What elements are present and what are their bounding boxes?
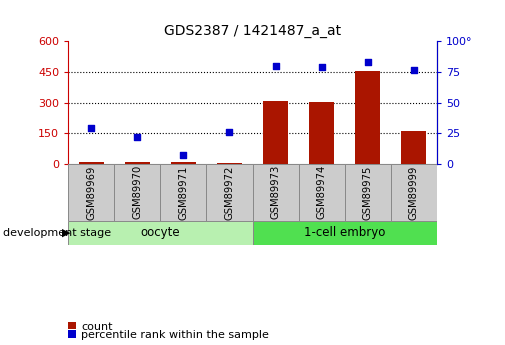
FancyBboxPatch shape	[252, 221, 437, 245]
Text: oocyte: oocyte	[140, 226, 180, 239]
Point	[133, 134, 141, 140]
Text: GSM89975: GSM89975	[363, 165, 373, 219]
FancyBboxPatch shape	[345, 164, 391, 221]
FancyBboxPatch shape	[207, 164, 252, 221]
Text: GSM89999: GSM89999	[409, 165, 419, 219]
Text: GSM89969: GSM89969	[86, 165, 96, 219]
Bar	[217, 163, 242, 164]
Bar	[263, 101, 288, 164]
Point	[410, 67, 418, 72]
FancyBboxPatch shape	[298, 164, 345, 221]
FancyBboxPatch shape	[114, 164, 161, 221]
Text: ▶: ▶	[62, 228, 70, 238]
Point	[272, 63, 280, 69]
Bar	[401, 131, 426, 164]
Bar	[355, 71, 380, 164]
Text: count: count	[81, 322, 113, 332]
FancyBboxPatch shape	[252, 164, 298, 221]
Text: GSM89974: GSM89974	[317, 165, 327, 219]
Text: 1-cell embryo: 1-cell embryo	[304, 226, 385, 239]
FancyBboxPatch shape	[391, 164, 437, 221]
Text: GSM89971: GSM89971	[178, 165, 188, 219]
Point	[87, 126, 95, 131]
Bar	[79, 162, 104, 164]
Point	[318, 65, 326, 70]
Text: percentile rank within the sample: percentile rank within the sample	[81, 331, 269, 340]
Text: development stage: development stage	[3, 228, 111, 238]
Title: GDS2387 / 1421487_a_at: GDS2387 / 1421487_a_at	[164, 23, 341, 38]
Text: GSM89973: GSM89973	[271, 165, 281, 219]
Text: GSM89972: GSM89972	[224, 165, 234, 219]
Point	[364, 59, 372, 65]
Bar	[125, 162, 150, 164]
Point	[179, 152, 187, 158]
Text: GSM89970: GSM89970	[132, 165, 142, 219]
FancyBboxPatch shape	[68, 164, 114, 221]
FancyBboxPatch shape	[68, 221, 252, 245]
Point	[225, 129, 233, 135]
FancyBboxPatch shape	[161, 164, 207, 221]
Bar	[171, 162, 196, 164]
Bar	[309, 102, 334, 164]
